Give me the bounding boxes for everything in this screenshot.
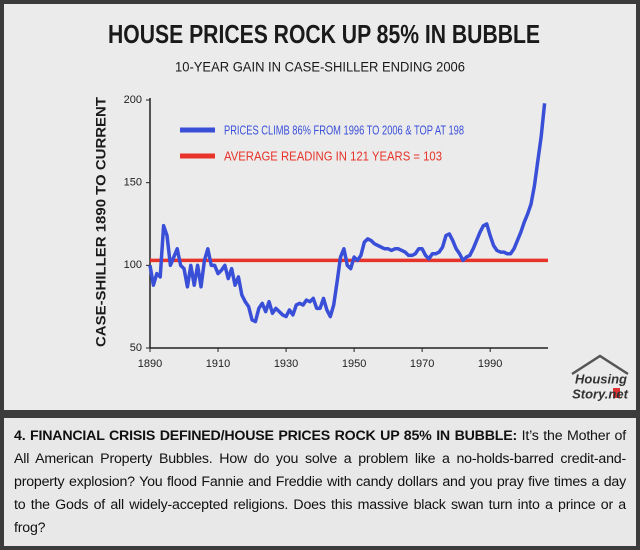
legend-label: AVERAGE READING IN 121 YEARS = 103 [224,148,442,163]
x-tick-label: 1930 [274,358,298,370]
y-tick-label: 50 [130,342,142,354]
y-tick-label: 200 [124,94,142,106]
x-tick-label: 1990 [478,358,502,370]
caption-body: It’s the Mother of All American Property… [14,427,626,536]
x-tick-label: 1970 [410,358,434,370]
caption-text: 4. FINANCIAL CRISIS DEFINED/HOUSE PRICES… [14,425,626,540]
chart-subtitle: 10-YEAR GAIN IN CASE-SHILLER ENDING 2006 [175,59,465,75]
y-tick-label: 100 [124,259,142,271]
logo-roof [571,354,629,376]
chart-title: HOUSE PRICES ROCK UP 85% IN BUBBLE [108,19,540,49]
caption-lead: 4. FINANCIAL CRISIS DEFINED/HOUSE PRICES… [14,427,518,444]
x-tick-label: 1890 [138,358,162,370]
logo-text: Story.net [572,386,629,401]
y-tick-label: 150 [124,177,142,189]
data-line [148,103,547,324]
logo-text: Housing [575,371,627,386]
y-axis-label: CASE-SHILLER 1890 TO CURRENT [93,97,109,347]
caption: 4. FINANCIAL CRISIS DEFINED/HOUSE PRICES… [4,418,636,546]
legend-label: PRICES CLIMB 86% FROM 1996 TO 2006 & TOP… [224,122,464,137]
x-tick-label: 1950 [342,358,366,370]
logo-door [613,388,620,398]
chart: HOUSE PRICES ROCK UP 85% IN BUBBLE 10-YE… [4,4,636,410]
logo: Housing Story.net [571,354,629,401]
x-tick-label: 1910 [206,358,230,370]
